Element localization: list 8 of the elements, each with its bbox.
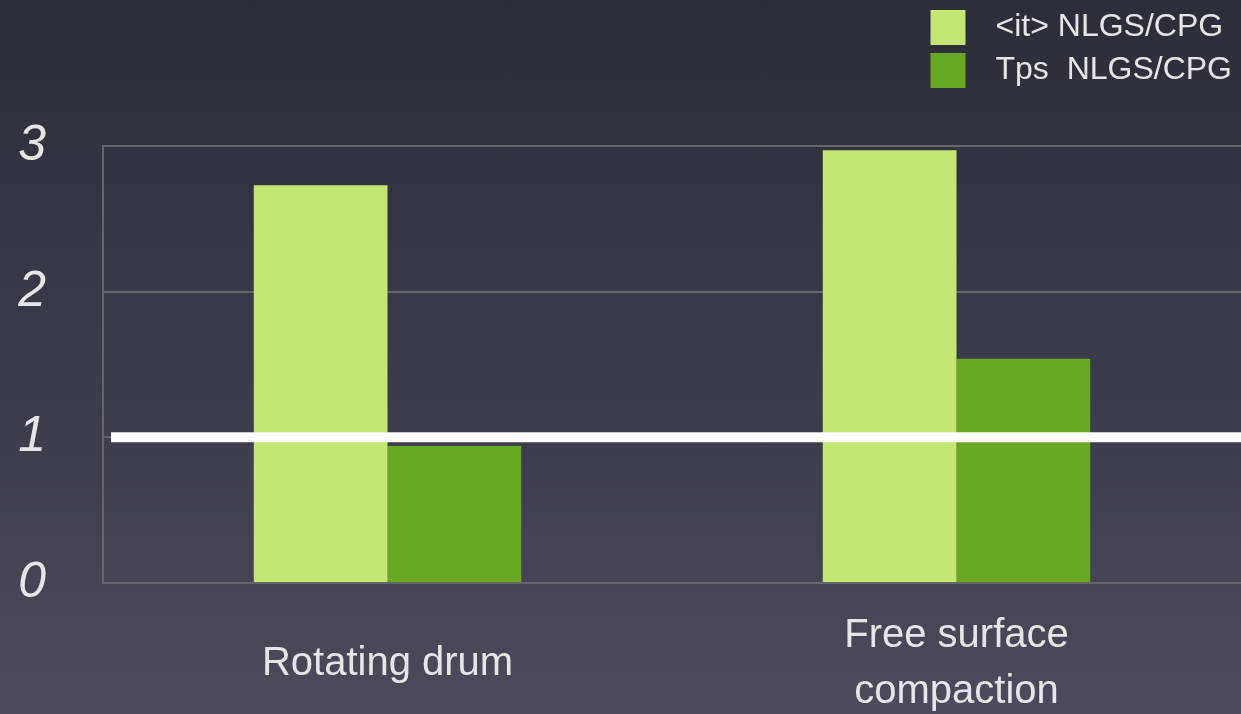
legend-label: <it> NLGS/CPG bbox=[995, 7, 1224, 44]
x-tick-label: Rotating drum bbox=[261, 639, 514, 684]
y-tick-label: 3 bbox=[18, 114, 47, 171]
y-tick-label: 2 bbox=[17, 260, 47, 317]
x-tick-label: Free surface compaction bbox=[844, 611, 1069, 712]
legend-label: Tps NLGS/CPG bbox=[995, 50, 1232, 87]
y-tick-label: 0 bbox=[18, 551, 47, 608]
y-tick-label: 1 bbox=[18, 406, 46, 463]
